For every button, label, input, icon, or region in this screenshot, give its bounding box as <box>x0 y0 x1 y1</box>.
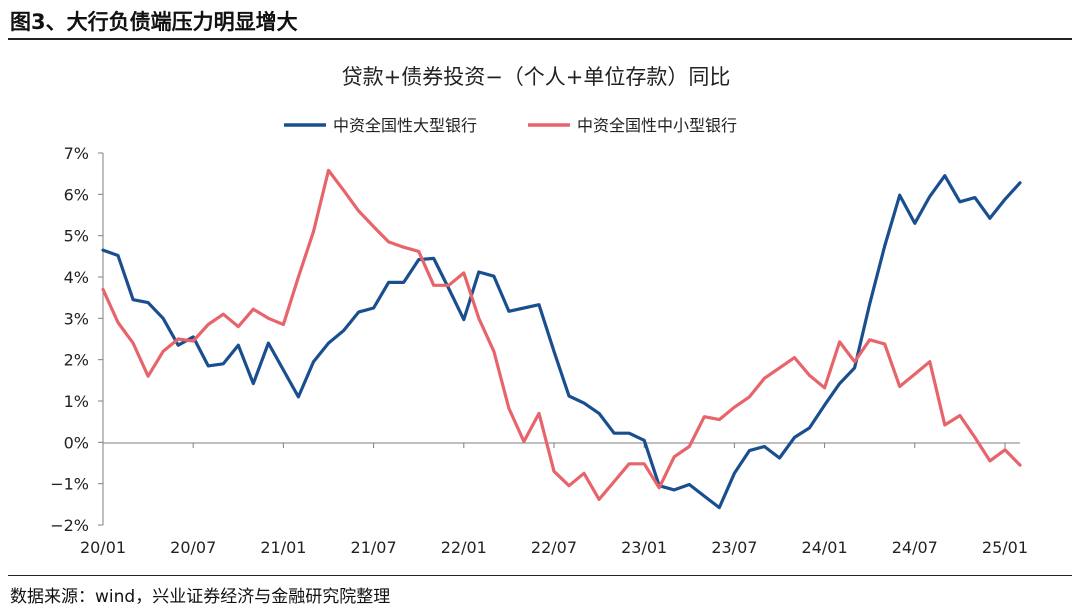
x-tick-label: 22/01 <box>441 538 487 557</box>
series-line-large-banks <box>101 174 1022 510</box>
x-tick-label: 23/01 <box>621 538 667 557</box>
chart-title: 贷款+债券投资−（个人+单位存款）同比 <box>342 65 731 89</box>
bottom-rule <box>8 575 1072 576</box>
x-tick-label: 24/01 <box>802 538 848 557</box>
y-tick-label: −2% <box>50 516 89 535</box>
source-note: 数据来源：wind，兴业证券经济与金融研究院整理 <box>10 587 391 607</box>
x-tick-label: 20/07 <box>170 538 216 557</box>
y-tick-label: −1% <box>50 475 89 494</box>
x-tick-label: 21/01 <box>260 538 306 557</box>
x-tick-label: 25/01 <box>982 538 1028 557</box>
y-tick-label: 0% <box>64 433 89 452</box>
x-tick-label: 23/07 <box>711 538 757 557</box>
series-line-small-banks <box>101 168 1022 501</box>
y-tick-label: 3% <box>64 309 89 328</box>
y-tick-label: 1% <box>64 392 89 411</box>
figure-title: 图3、大行负债端压力明显增大 <box>10 10 298 34</box>
y-tick-label: 6% <box>64 185 89 204</box>
x-tick-label: 22/07 <box>531 538 577 557</box>
y-tick-label: 2% <box>64 351 89 370</box>
legend-label-large: 中资全国性大型银行 <box>333 116 477 135</box>
series-lines <box>101 168 1022 510</box>
y-tick-label: 7% <box>64 144 89 163</box>
axes: 7% 6% 5% 4% 3% 2% 1% 0% −1% −2% 20/01 20/07 21/01 21/… <box>50 144 1028 557</box>
x-tick-label: 24/07 <box>892 538 938 557</box>
x-tick-label: 21/07 <box>351 538 397 557</box>
legend-label-small: 中资全国性中小型银行 <box>577 116 737 135</box>
y-tick-label: 5% <box>64 227 89 246</box>
legend: 中资全国性大型银行 中资全国性中小型银行 <box>284 116 737 135</box>
x-tick-label: 20/01 <box>80 538 126 557</box>
y-tick-label: 4% <box>64 268 89 287</box>
top-rule <box>8 38 1072 40</box>
